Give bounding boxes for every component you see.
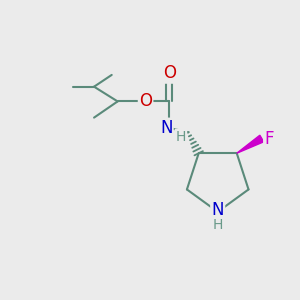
Text: N: N (212, 201, 224, 219)
Polygon shape (237, 135, 264, 153)
Text: O: O (163, 64, 176, 82)
Text: H: H (212, 218, 223, 232)
Text: F: F (264, 130, 274, 148)
Text: N: N (160, 119, 172, 137)
Text: H: H (176, 130, 186, 144)
Text: O: O (139, 92, 152, 110)
